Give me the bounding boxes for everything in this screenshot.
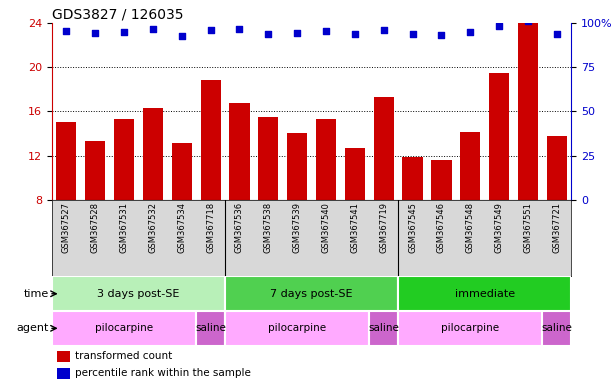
Bar (258, 117, 279, 200)
Point (263, 31, 273, 37)
Bar (547, 136, 567, 200)
Text: time: time (24, 289, 49, 299)
Bar (52, 311, 196, 346)
Text: GSM367528: GSM367528 (90, 202, 100, 253)
Text: pilocarpine: pilocarpine (268, 323, 326, 333)
Point (466, 29, 475, 35)
Bar (225, 276, 398, 311)
Text: pilocarpine: pilocarpine (441, 323, 499, 333)
Text: GSM367527: GSM367527 (62, 202, 71, 253)
Text: 3 days post-SE: 3 days post-SE (97, 289, 180, 299)
Text: saline: saline (368, 323, 399, 333)
Text: GSM367536: GSM367536 (235, 202, 244, 253)
Bar (398, 311, 543, 346)
Text: saline: saline (195, 323, 226, 333)
Text: GSM367551: GSM367551 (524, 202, 533, 253)
Bar (460, 132, 480, 200)
Text: GSM367534: GSM367534 (177, 202, 186, 253)
Bar (398, 276, 571, 311)
Point (523, 18, 533, 24)
Point (235, 25, 244, 31)
Bar (403, 157, 423, 200)
Text: GSM367531: GSM367531 (120, 202, 128, 253)
Bar (345, 148, 365, 200)
Bar (85, 141, 105, 200)
Bar (143, 108, 163, 200)
Bar (489, 73, 509, 200)
Bar (52, 276, 225, 311)
Point (90, 30, 100, 36)
Text: GSM367718: GSM367718 (206, 202, 215, 253)
Text: GSM367540: GSM367540 (321, 202, 331, 253)
Bar (229, 103, 249, 200)
Text: GSM367721: GSM367721 (552, 202, 562, 253)
Text: GSM367719: GSM367719 (379, 202, 388, 253)
Text: transformed count: transformed count (75, 351, 172, 361)
Text: GSM367541: GSM367541 (350, 202, 359, 253)
Text: GSM367548: GSM367548 (466, 202, 475, 253)
Point (177, 33, 187, 39)
Bar (287, 133, 307, 200)
Bar (57, 351, 70, 362)
Point (350, 31, 360, 37)
Point (552, 31, 562, 37)
Bar (225, 311, 369, 346)
Point (408, 31, 417, 37)
Point (62, 28, 71, 34)
Bar (200, 81, 221, 200)
Point (494, 23, 504, 30)
Text: immediate: immediate (455, 289, 515, 299)
Text: GSM367546: GSM367546 (437, 202, 446, 253)
Point (437, 32, 447, 38)
Text: GSM367532: GSM367532 (148, 202, 158, 253)
Text: GSM367549: GSM367549 (495, 202, 503, 253)
Text: pilocarpine: pilocarpine (95, 323, 153, 333)
Bar (172, 143, 192, 200)
Bar (196, 311, 225, 346)
Text: GSM367538: GSM367538 (264, 202, 273, 253)
Text: saline: saline (541, 323, 573, 333)
Bar (369, 311, 398, 346)
Bar (316, 119, 336, 200)
Point (206, 26, 216, 33)
Text: GSM367545: GSM367545 (408, 202, 417, 253)
Text: 7 days post-SE: 7 days post-SE (270, 289, 353, 299)
Bar (57, 368, 70, 379)
Bar (431, 160, 452, 200)
Text: GSM367539: GSM367539 (293, 202, 302, 253)
Bar (56, 122, 76, 200)
Point (148, 25, 158, 31)
Bar (518, 23, 538, 200)
Point (321, 28, 331, 34)
Point (292, 30, 302, 36)
Bar (114, 119, 134, 200)
Point (379, 26, 389, 33)
Point (119, 29, 129, 35)
Bar (374, 97, 394, 200)
Text: agent: agent (16, 323, 49, 333)
Text: GDS3827 / 126035: GDS3827 / 126035 (52, 8, 183, 22)
Bar (543, 311, 571, 346)
Text: percentile rank within the sample: percentile rank within the sample (75, 368, 251, 378)
